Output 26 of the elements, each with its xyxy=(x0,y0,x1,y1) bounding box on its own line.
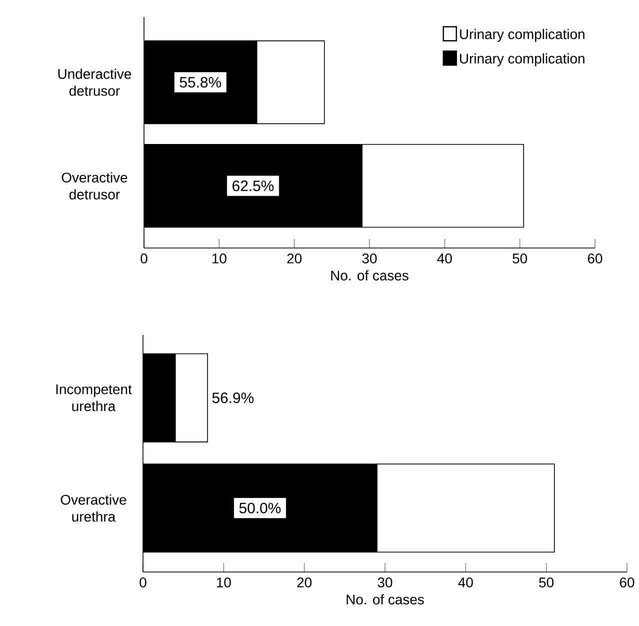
x-tick-label: 30 xyxy=(362,254,377,264)
x-tick-label: 30 xyxy=(378,578,392,588)
x-tick-label: 60 xyxy=(588,254,602,264)
x-tick-label: 50 xyxy=(539,578,554,588)
x-tick-label: 10 xyxy=(216,578,231,588)
annotation: 56.9% xyxy=(212,392,254,404)
annotation: 62.5% xyxy=(232,180,274,192)
x-axis-title: No. of cases xyxy=(331,270,408,280)
legend-label: Urinary complication xyxy=(460,53,584,66)
x-tick-label: 10 xyxy=(212,254,226,264)
x-tick-label: 20 xyxy=(287,254,302,264)
x-tick-label: 40 xyxy=(458,578,473,588)
annotation: 55.8% xyxy=(180,76,222,88)
x-tick-label: 60 xyxy=(620,578,634,588)
x-tick-label: 50 xyxy=(512,254,528,264)
legend-label: Urinary complication xyxy=(460,28,584,42)
x-tick-label: 0 xyxy=(140,254,148,264)
annotation: 50.0% xyxy=(239,502,281,514)
x-axis-title: No. of cases xyxy=(346,594,424,604)
y-tick-label: Underactive detrusor xyxy=(58,68,132,96)
x-tick-label: 20 xyxy=(297,578,312,588)
x-tick-label: 40 xyxy=(437,254,452,264)
y-tick-label: Overactive detrusor xyxy=(62,172,128,200)
x-tick-label: 0 xyxy=(140,578,146,588)
y-tick-label: Overactive urethra xyxy=(60,494,126,522)
y-tick-label: Incompetent urethra xyxy=(56,384,132,412)
